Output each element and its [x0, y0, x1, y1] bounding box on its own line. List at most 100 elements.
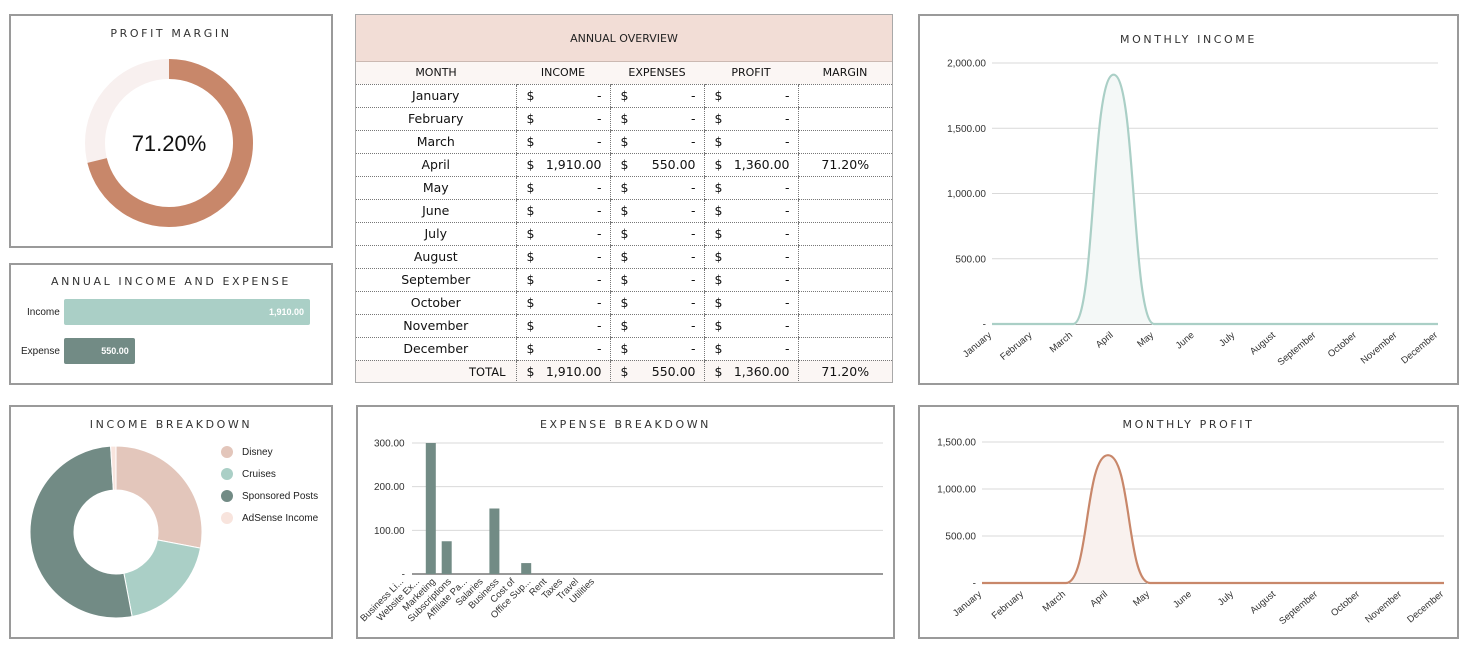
legend-dot-adsense-income: [221, 512, 233, 524]
table-row: December $ - $ - $ -: [356, 337, 892, 361]
cell-profit: $ -: [703, 314, 798, 338]
cell-total-expenses: $550.00: [609, 360, 704, 382]
x-tick-label: May: [1131, 589, 1152, 609]
x-tick-label: September: [1277, 589, 1320, 627]
cell-expenses: $ -: [609, 314, 704, 338]
cell-expenses: $ -: [609, 199, 704, 223]
y-tick-label: 500.00: [955, 254, 986, 265]
cell-profit: $ -: [703, 130, 798, 154]
cell-expenses: $ -: [609, 245, 704, 269]
header-month: MONTH: [356, 62, 516, 85]
cell-total-label: TOTAL: [356, 360, 516, 382]
cell-profit: $ -: [703, 199, 798, 223]
cell-income: $ -: [515, 268, 610, 292]
cell-income: $ -: [515, 176, 610, 200]
cell-income: $ -: [515, 107, 610, 131]
x-tick-label: February: [990, 589, 1026, 622]
monthly-profit-panel: MONTHLY PROFIT - 500.00 1,000.00 1,500.00 Ja…: [918, 405, 1459, 639]
annual-overview-panel: ANNUAL OVERVIEW MONTH INCOME EXPENSES PR…: [355, 14, 893, 383]
cell-expenses: $550.00: [609, 153, 704, 177]
table-row: April $1,910.00 $550.00 $1,360.00 71.20%: [356, 153, 892, 177]
cell-margin: [797, 222, 892, 246]
x-tick-label: June: [1171, 589, 1194, 611]
cell-month: January: [356, 84, 516, 108]
legend-label-sponsored-posts: Sponsored Posts: [242, 490, 319, 502]
income-breakdown-donut: [29, 445, 203, 619]
cell-expenses: $ -: [609, 291, 704, 315]
cell-month: November: [356, 314, 516, 338]
cell-profit: $ -: [703, 107, 798, 131]
x-tick-label: September: [1276, 330, 1319, 368]
header-expenses: EXPENSES: [610, 62, 704, 85]
x-tick-label: February: [998, 330, 1034, 363]
cell-profit: $ -: [703, 268, 798, 292]
x-tick-label: October: [1329, 589, 1362, 619]
table-row: March $ - $ - $ -: [356, 130, 892, 154]
monthly-income-panel: MONTHLY INCOME - 500.00 1,000.00 1,500.00 2,…: [918, 14, 1459, 385]
cell-margin: [797, 130, 892, 154]
legend-dot-sponsored-posts: [221, 490, 233, 502]
table-row: June $ - $ - $ -: [356, 199, 892, 223]
x-tick-label: March: [1041, 589, 1068, 614]
monthly-profit-chart: - 500.00 1,000.00 1,500.00 January February Ma…: [937, 438, 1446, 628]
cell-margin: [797, 337, 892, 361]
legend-label-cruises: Cruises: [242, 468, 276, 480]
cell-total-margin: 71.20%: [797, 360, 892, 382]
y-tick-label: 500.00: [945, 532, 976, 543]
cell-profit: $ -: [703, 222, 798, 246]
profit-margin-donut: 71.20%: [85, 59, 253, 227]
cell-margin: [797, 245, 892, 269]
x-tick-label: August: [1248, 330, 1278, 358]
y-tick-label: 1,500.00: [947, 124, 986, 135]
annual-overview-table: MONTH INCOME EXPENSES PROFIT MARGIN Janu…: [356, 62, 892, 382]
legend-item-disney: Disney: [221, 446, 273, 458]
legend-item-sponsored-posts: Sponsored Posts: [221, 490, 318, 502]
y-tick-label: 100.00: [374, 526, 405, 537]
header-income: INCOME: [516, 62, 610, 85]
margin-arc: [87, 59, 253, 227]
cell-month: August: [356, 245, 516, 269]
legend-item-adsense-income: AdSense Income: [221, 512, 318, 524]
monthly-profit-title: MONTHLY PROFIT: [1122, 418, 1255, 431]
x-tick-label: April: [1088, 589, 1110, 610]
cell-margin: 71.20%: [797, 153, 892, 177]
x-tick-label: May: [1135, 330, 1156, 350]
margin-value: 71.20%: [132, 131, 207, 156]
cell-income: $ -: [515, 84, 610, 108]
income-bar-value: 1,910.00: [268, 307, 304, 317]
cell-margin: [797, 291, 892, 315]
cell-month: July: [356, 222, 516, 246]
cell-income: $ -: [515, 245, 610, 269]
header-margin: MARGIN: [798, 62, 892, 85]
y-tick-label: 300.00: [374, 439, 405, 450]
cell-total-profit: $1,360.00: [703, 360, 798, 382]
cell-total-income: $1,910.00: [515, 360, 610, 382]
donut-slice-cruises: [123, 539, 202, 618]
cell-month: March: [356, 130, 516, 154]
table-row: July $ - $ - $ -: [356, 222, 892, 246]
area-fill: [982, 455, 1444, 583]
income-bar: 1,910.00: [64, 299, 310, 325]
cell-income: $ -: [515, 199, 610, 223]
cell-income: $ -: [515, 291, 610, 315]
donut-slice-disney: [115, 445, 203, 549]
annual-overview-title: ANNUAL OVERVIEW: [356, 15, 892, 62]
cell-month: April: [356, 153, 516, 177]
cell-margin: [797, 107, 892, 131]
x-tick-label: January: [961, 330, 994, 360]
expense-bar: 550.00: [64, 338, 135, 364]
profit-margin-panel: PROFIT MARGIN 71.20%: [9, 14, 333, 248]
income-breakdown-title: INCOME BREAKDOWN: [89, 418, 253, 431]
x-tick-label: November: [1363, 589, 1404, 626]
expense-breakdown-panel: EXPENSE BREAKDOWN -100.00 200.00 300.00 Bus…: [356, 405, 895, 639]
x-tick-label: December: [1405, 589, 1446, 626]
cell-expenses: $ -: [609, 222, 704, 246]
y-tick-label: 1,500.00: [937, 438, 976, 449]
expense-bar: [441, 541, 452, 574]
x-tick-label: October: [1326, 330, 1359, 360]
cell-month: May: [356, 176, 516, 200]
cell-income: $ -: [515, 222, 610, 246]
cell-expenses: $ -: [609, 268, 704, 292]
table-header-row: MONTH INCOME EXPENSES PROFIT MARGIN: [356, 62, 892, 85]
cell-income: $ -: [515, 337, 610, 361]
